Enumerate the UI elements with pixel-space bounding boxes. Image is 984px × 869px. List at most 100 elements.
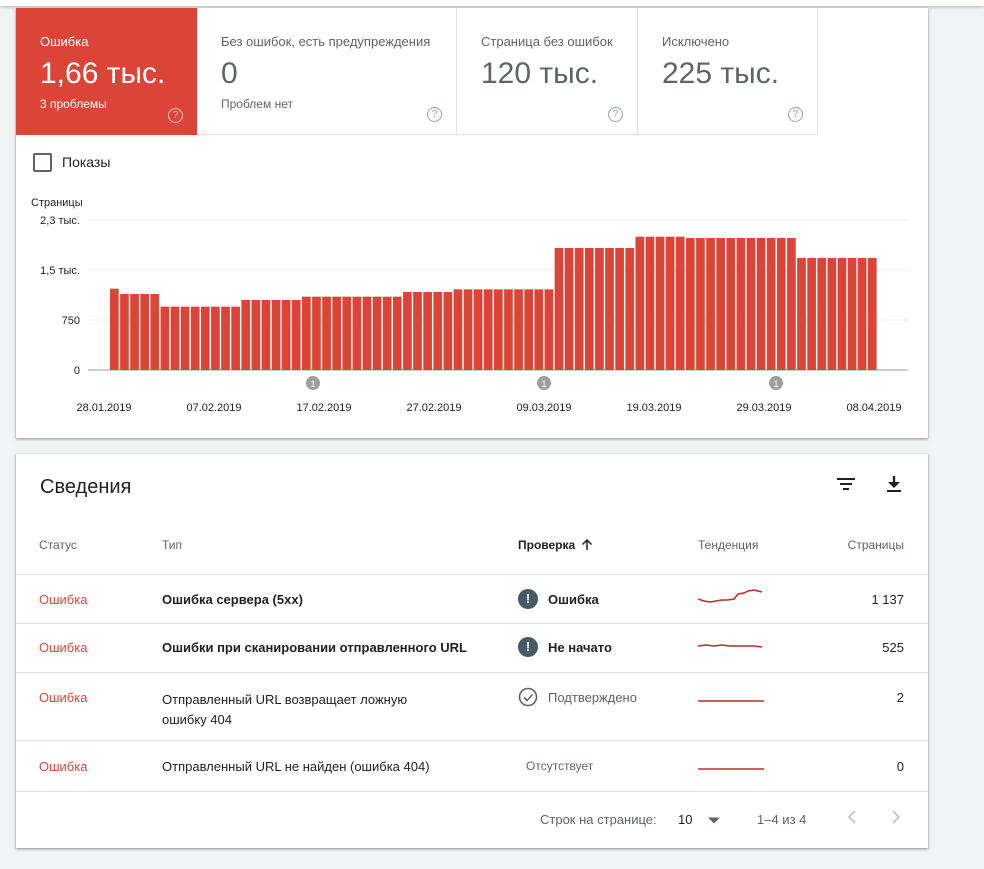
- impressions-checkbox[interactable]: [33, 153, 52, 172]
- bar[interactable]: [554, 248, 564, 370]
- column-header-pages[interactable]: Страницы: [847, 538, 904, 552]
- bar[interactable]: [200, 306, 210, 370]
- bar[interactable]: [150, 294, 160, 370]
- bar[interactable]: [463, 289, 473, 370]
- bar[interactable]: [615, 248, 624, 370]
- bar[interactable]: [504, 289, 513, 370]
- download-icon[interactable]: [882, 472, 906, 496]
- bar[interactable]: [746, 238, 756, 370]
- bar[interactable]: [322, 296, 331, 370]
- bar[interactable]: [332, 296, 342, 370]
- bar[interactable]: [473, 289, 483, 370]
- bar[interactable]: [251, 300, 261, 370]
- help-icon[interactable]: ?: [788, 107, 803, 122]
- tile-error[interactable]: Ошибка 1,66 тыс. 3 проблемы ?: [16, 8, 197, 135]
- bar[interactable]: [645, 236, 655, 370]
- bar[interactable]: [534, 289, 544, 370]
- column-header-type[interactable]: Тип: [162, 538, 183, 552]
- bar[interactable]: [494, 289, 503, 370]
- bar[interactable]: [847, 258, 857, 370]
- table-row[interactable]: Ошибка Ошибка сервера (5xx) ! Ошибка 1 1…: [16, 574, 928, 624]
- bar[interactable]: [453, 289, 463, 370]
- bar[interactable]: [625, 248, 635, 370]
- bar[interactable]: [221, 306, 230, 370]
- bar[interactable]: [797, 258, 806, 370]
- bar[interactable]: [291, 300, 301, 370]
- bar[interactable]: [241, 300, 251, 370]
- tile-valid[interactable]: Страница без ошибок 120 тыс. ?: [457, 8, 638, 135]
- bar[interactable]: [433, 292, 443, 370]
- bar[interactable]: [140, 294, 150, 370]
- tile-valid-with-warnings[interactable]: Без ошибок, есть предупреждения 0 Пробле…: [197, 8, 457, 135]
- bar[interactable]: [736, 238, 746, 370]
- bar[interactable]: [776, 238, 786, 370]
- bar[interactable]: [867, 258, 877, 370]
- bar[interactable]: [352, 296, 362, 370]
- table-row[interactable]: Ошибка Отправленный URL возвращает ложну…: [16, 672, 928, 741]
- bar[interactable]: [837, 258, 847, 370]
- bar[interactable]: [413, 292, 422, 370]
- bar[interactable]: [655, 236, 665, 370]
- column-header-status[interactable]: Статус: [39, 538, 77, 552]
- bar[interactable]: [584, 248, 594, 370]
- bar[interactable]: [524, 289, 534, 370]
- bar[interactable]: [665, 236, 675, 370]
- bar[interactable]: [110, 288, 119, 370]
- bar[interactable]: [190, 306, 200, 370]
- bar[interactable]: [372, 296, 382, 370]
- bar[interactable]: [564, 248, 574, 370]
- chevron-right-icon[interactable]: [890, 810, 902, 827]
- bar[interactable]: [605, 248, 614, 370]
- bar[interactable]: [514, 289, 523, 370]
- bar[interactable]: [271, 300, 281, 370]
- filter-icon[interactable]: [834, 472, 858, 496]
- table-row[interactable]: Ошибка Ошибки при сканировании отправлен…: [16, 623, 928, 673]
- table-row[interactable]: Ошибка Отправленный URL не найден (ошибк…: [16, 740, 928, 792]
- bar[interactable]: [706, 238, 715, 370]
- bar[interactable]: [595, 248, 604, 370]
- bar[interactable]: [423, 292, 432, 370]
- chevron-left-icon[interactable]: [846, 810, 858, 827]
- bar[interactable]: [312, 296, 321, 370]
- bar[interactable]: [827, 258, 837, 370]
- rows-per-page-select[interactable]: 10: [678, 812, 721, 827]
- bar[interactable]: [362, 296, 372, 370]
- bar[interactable]: [716, 238, 726, 370]
- bar[interactable]: [392, 296, 402, 370]
- bar[interactable]: [382, 296, 392, 370]
- bar[interactable]: [675, 236, 685, 370]
- bar[interactable]: [170, 306, 180, 370]
- bar[interactable]: [443, 292, 453, 370]
- bar[interactable]: [403, 292, 412, 370]
- bar[interactable]: [857, 258, 867, 370]
- bar[interactable]: [281, 300, 291, 370]
- bar[interactable]: [787, 238, 796, 370]
- bar[interactable]: [483, 289, 493, 370]
- bar[interactable]: [574, 248, 584, 370]
- bar[interactable]: [726, 238, 736, 370]
- annotation-marker[interactable]: 1: [306, 376, 320, 390]
- bar[interactable]: [807, 258, 816, 370]
- bar[interactable]: [756, 238, 766, 370]
- bar[interactable]: [180, 306, 190, 370]
- bar[interactable]: [696, 238, 705, 370]
- bar[interactable]: [766, 238, 776, 370]
- column-header-trend[interactable]: Тенденция: [698, 538, 759, 552]
- tile-excluded[interactable]: Исключено 225 тыс. ?: [638, 8, 818, 135]
- bar[interactable]: [544, 289, 554, 370]
- help-icon[interactable]: ?: [427, 107, 442, 122]
- bar[interactable]: [635, 236, 645, 370]
- bar[interactable]: [160, 306, 170, 370]
- column-header-check[interactable]: Проверка: [518, 538, 593, 552]
- bar[interactable]: [130, 294, 139, 370]
- bar[interactable]: [302, 296, 311, 370]
- bar[interactable]: [686, 238, 695, 370]
- help-icon[interactable]: ?: [608, 107, 623, 122]
- annotation-marker[interactable]: 1: [537, 376, 551, 390]
- bar[interactable]: [261, 300, 271, 370]
- bar[interactable]: [817, 258, 827, 370]
- bar[interactable]: [342, 296, 352, 370]
- bar[interactable]: [231, 306, 240, 370]
- bar[interactable]: [120, 294, 129, 370]
- annotation-marker[interactable]: 1: [769, 376, 783, 390]
